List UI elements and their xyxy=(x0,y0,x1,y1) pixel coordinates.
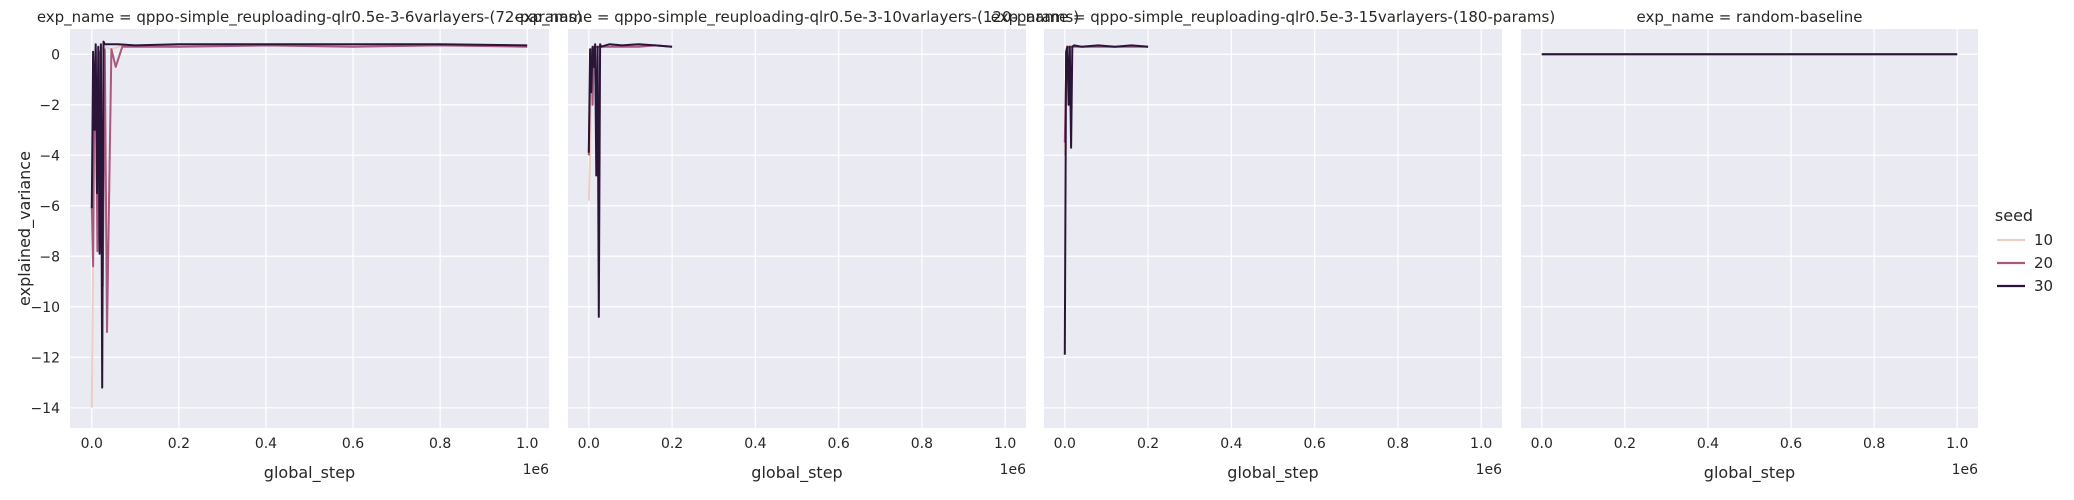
x-tick-label: 0.6 xyxy=(828,436,850,452)
x-axis-label: global_step xyxy=(751,463,842,483)
x-tick-label: 1.0 xyxy=(1470,436,1492,452)
plot-background xyxy=(568,29,1026,428)
x-tick-label: 0.4 xyxy=(1220,436,1242,452)
x-tick-label: 0.8 xyxy=(911,436,933,452)
x-tick-label: 0.0 xyxy=(1054,436,1076,452)
x-offset-label: 1e6 xyxy=(523,462,550,478)
x-tick-label: 0.2 xyxy=(1137,436,1159,452)
x-tick-label: 0.8 xyxy=(429,436,451,452)
x-offset-label: 1e6 xyxy=(1952,462,1979,478)
facet-panel-3: 0.0 0.2 0.4 0.6 0.8 1.0 exp_name = qppo-simple… xyxy=(991,8,1555,483)
series-line-seed-30 xyxy=(90,40,528,389)
x-tick-label: 0.2 xyxy=(661,436,683,452)
series-line-seed-30 xyxy=(587,43,673,318)
y-tick-label: −12 xyxy=(30,350,60,366)
x-tick-label: 0.0 xyxy=(1531,436,1553,452)
x-tick-label: 0.2 xyxy=(1614,436,1636,452)
facet-title: exp_name = qppo-simple_reuploading-qlr0.… xyxy=(991,8,1555,27)
y-axis-label: explained_variance xyxy=(15,151,35,306)
x-offset-label: 1e6 xyxy=(1000,462,1027,478)
facet-panel-4: 0.0 0.2 0.4 0.6 0.8 1.0 exp_name = random-base… xyxy=(1521,8,1978,483)
x-tick-label: 1.0 xyxy=(1946,436,1968,452)
y-tick-label: −8 xyxy=(39,249,60,265)
x-tick-label: 1.0 xyxy=(994,436,1016,452)
y-tick-label: −14 xyxy=(30,401,60,417)
x-tick-label: 0.6 xyxy=(1780,436,1802,452)
x-offset-label: 1e6 xyxy=(1476,462,1503,478)
x-tick-label: 0.8 xyxy=(1387,436,1409,452)
x-tick-label: 0.4 xyxy=(255,436,277,452)
plot-background xyxy=(1521,29,1978,428)
x-tick-label: 0.0 xyxy=(578,436,600,452)
facet-title: exp_name = qppo-simple_reuploading-qlr0.… xyxy=(37,8,582,27)
legend-title: seed xyxy=(1995,206,2033,225)
x-tick-label: 0.6 xyxy=(1304,436,1326,452)
plot-background xyxy=(70,29,549,428)
facet-panel-1: 0.0 0.2 0.4 0.6 0.8 1.0 0 −2 −4 −6 −8 −10 −12 −14 exp_… xyxy=(30,8,582,483)
x-tick-label: 0.2 xyxy=(168,436,190,452)
y-tick-label: −10 xyxy=(30,300,60,316)
y-tick-label: −6 xyxy=(39,199,60,215)
x-tick-label: 0.4 xyxy=(744,436,766,452)
x-axis-label: global_step xyxy=(1704,463,1795,483)
x-axis-label: global_step xyxy=(264,463,355,483)
facet-title: exp_name = random-baseline xyxy=(1637,8,1863,27)
plot-background xyxy=(1044,29,1502,428)
x-tick-label: 0.0 xyxy=(81,436,103,452)
legend-label: 20 xyxy=(2034,254,2053,272)
legend-label: 10 xyxy=(2034,231,2053,249)
x-tick-label: 0.8 xyxy=(1863,436,1885,452)
x-axis-label: global_step xyxy=(1227,463,1318,483)
x-tick-label: 0.4 xyxy=(1697,436,1719,452)
y-tick-label: −4 xyxy=(39,148,60,164)
y-tick-label: −2 xyxy=(39,98,60,114)
x-tick-label: 0.6 xyxy=(342,436,364,452)
legend-label: 30 xyxy=(2034,277,2053,295)
x-tick-label: 1.0 xyxy=(516,436,538,452)
y-tick-label: 0 xyxy=(51,47,60,63)
facet-title: exp_name = qppo-simple_reuploading-qlr0.… xyxy=(515,8,1079,27)
facet-panel-2: 0.0 0.2 0.4 0.6 0.8 1.0 exp_name = qppo-simple… xyxy=(515,8,1079,483)
series-line-seed-30 xyxy=(1063,44,1149,355)
